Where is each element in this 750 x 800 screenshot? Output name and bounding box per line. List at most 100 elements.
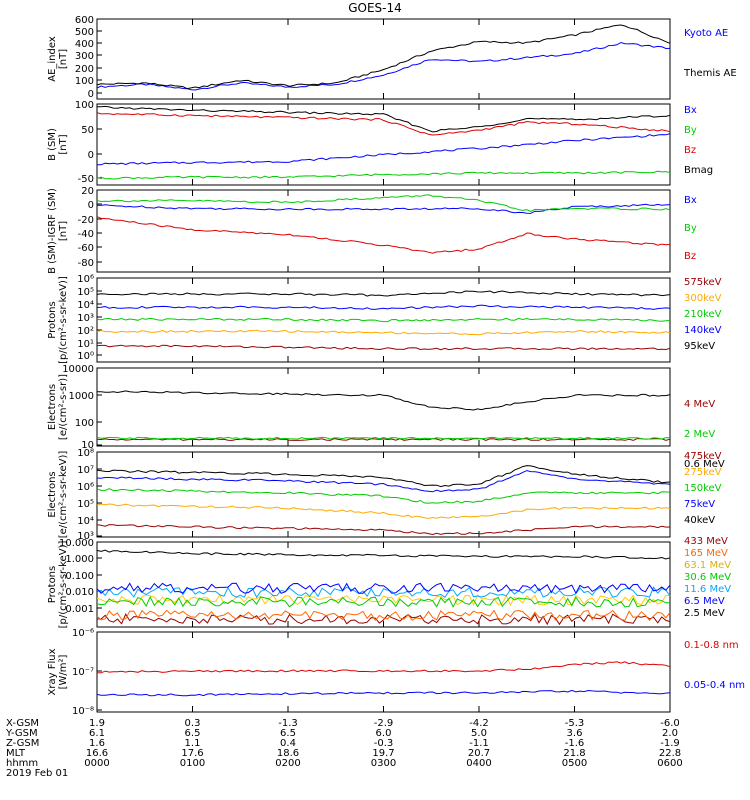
- ephemeris-value: 19.7: [372, 748, 394, 759]
- series-line: [97, 613, 671, 626]
- ephemeris-value: 5.0: [471, 728, 487, 739]
- ephemeris-row-label: Z-GSM: [6, 738, 39, 749]
- panel-frame: [96, 367, 671, 447]
- y-tick-label: 10⁰: [77, 351, 94, 362]
- y-axis-label: Electrons: [47, 471, 58, 517]
- plot-title: GOES-14: [348, 1, 402, 15]
- legend-label: By: [684, 223, 697, 234]
- ephemeris-value: 0500: [562, 758, 587, 769]
- y-tick-label: 10⁻⁶: [72, 628, 94, 639]
- y-tick-label: 10.000: [59, 538, 94, 549]
- panel-frame: [96, 631, 671, 713]
- ephemeris-value: 21.8: [563, 748, 585, 759]
- legend-label: 475keV: [684, 451, 722, 462]
- series-line: [96, 344, 671, 351]
- legend-label: Bmag: [684, 165, 713, 176]
- series-line: [96, 582, 671, 595]
- panel-2: [96, 103, 671, 186]
- legend-label: 63.1 MeV: [684, 560, 731, 571]
- ephemeris-value: -1.3: [278, 718, 298, 729]
- series-line: [96, 488, 671, 504]
- legend-label: 150keV: [684, 483, 722, 494]
- series-line: [96, 470, 671, 493]
- legend-label: Kyoto AE: [684, 28, 728, 39]
- y-tick-label: -80: [78, 258, 94, 269]
- panel-4: [96, 277, 671, 363]
- y-tick-label: 10²: [77, 326, 94, 337]
- legend-label: 433 MeV: [684, 536, 728, 547]
- legend-label: 0.6 MeV: [684, 459, 725, 470]
- ephemeris-value: -0.3: [374, 738, 394, 749]
- y-tick-label: 10⁶: [77, 274, 94, 285]
- legend-label: 30.6 MeV: [684, 572, 731, 583]
- y-tick-label: 0.100: [65, 571, 94, 582]
- series-line: [96, 436, 671, 440]
- series-line: [96, 549, 671, 560]
- ephemeris-value: -1.6: [565, 738, 585, 749]
- y-axis-label: [nT]: [58, 221, 69, 241]
- legend-label: 95keV: [684, 341, 715, 352]
- legend-label: Themis AE: [683, 68, 737, 79]
- y-tick-label: 10³: [77, 313, 94, 324]
- ephemeris-value: 3.6: [567, 728, 583, 739]
- ephemeris-row-label: MLT: [6, 748, 26, 759]
- ephemeris-value: 0.3: [185, 718, 201, 729]
- legend-label: 75keV: [684, 499, 715, 510]
- ephemeris-value: 6.5: [280, 728, 296, 739]
- y-axis-label: Protons: [47, 566, 58, 603]
- ephemeris-value: 0600: [657, 758, 682, 769]
- ephemeris-value: 6.1: [89, 728, 105, 739]
- ephemeris-value: -1.9: [660, 738, 680, 749]
- series-line: [96, 503, 671, 519]
- ephemeris-value: 0200: [275, 758, 300, 769]
- y-axis-label: B (SM)-IGRF (SM): [47, 188, 58, 274]
- ephemeris-value: 2.0: [662, 728, 678, 739]
- y-tick-label: 300: [75, 51, 94, 62]
- ephemeris-value: -1.1: [469, 738, 489, 749]
- y-tick-label: 10¹: [77, 339, 94, 350]
- panel-8: [96, 631, 671, 713]
- ephemeris-value: 18.6: [277, 748, 299, 759]
- panel-3: [96, 189, 671, 273]
- panel-frame: [96, 189, 671, 273]
- legend-label: Bz: [684, 145, 696, 156]
- y-tick-label: 0.010: [65, 587, 94, 598]
- ephemeris-value: 16.6: [86, 748, 108, 759]
- y-tick-label: 10⁶: [77, 482, 94, 493]
- series-line: [96, 438, 671, 441]
- y-axis-label: [p/(cm²-s-sr-keV)]: [58, 541, 69, 629]
- y-axis-label: B (SM): [47, 128, 58, 161]
- legend-label: 210keV: [684, 309, 722, 320]
- series-line: [96, 290, 671, 297]
- y-tick-label: 10⁴: [77, 516, 94, 527]
- y-tick-label: 0: [88, 150, 94, 161]
- y-tick-label: -50: [78, 174, 94, 185]
- series-line: [97, 133, 671, 166]
- y-tick-label: 0: [88, 89, 94, 100]
- series-line: [96, 609, 671, 622]
- series-line: [96, 216, 671, 254]
- y-tick-label: 10⁵: [77, 499, 94, 510]
- series-line: [96, 524, 671, 536]
- y-tick-label: 1000: [69, 391, 94, 402]
- legend-label: Bx: [684, 105, 697, 116]
- series-line: [96, 465, 671, 488]
- legend-label: 275keV: [684, 467, 722, 478]
- legend-label: 0.05-0.4 nm: [684, 680, 745, 691]
- y-tick-label: 50: [81, 125, 94, 136]
- legend-label: 140keV: [684, 325, 722, 336]
- panel-frame: [96, 451, 671, 538]
- series-line: [97, 105, 671, 133]
- y-axis-label: Protons: [47, 301, 58, 338]
- legend-label: 300keV: [684, 293, 722, 304]
- ephemeris-row-label: Y-GSM: [5, 728, 38, 739]
- ephemeris-value: 0300: [371, 758, 396, 769]
- series-line: [96, 661, 671, 674]
- ephemeris-value: 1.6: [89, 738, 105, 749]
- series-line: [96, 170, 671, 180]
- y-axis-label: [W/m²]: [58, 654, 69, 689]
- panel-7: [96, 541, 671, 628]
- ephemeris-value: 20.7: [468, 748, 490, 759]
- ephemeris-value: 6.0: [376, 728, 392, 739]
- series-line: [96, 112, 671, 136]
